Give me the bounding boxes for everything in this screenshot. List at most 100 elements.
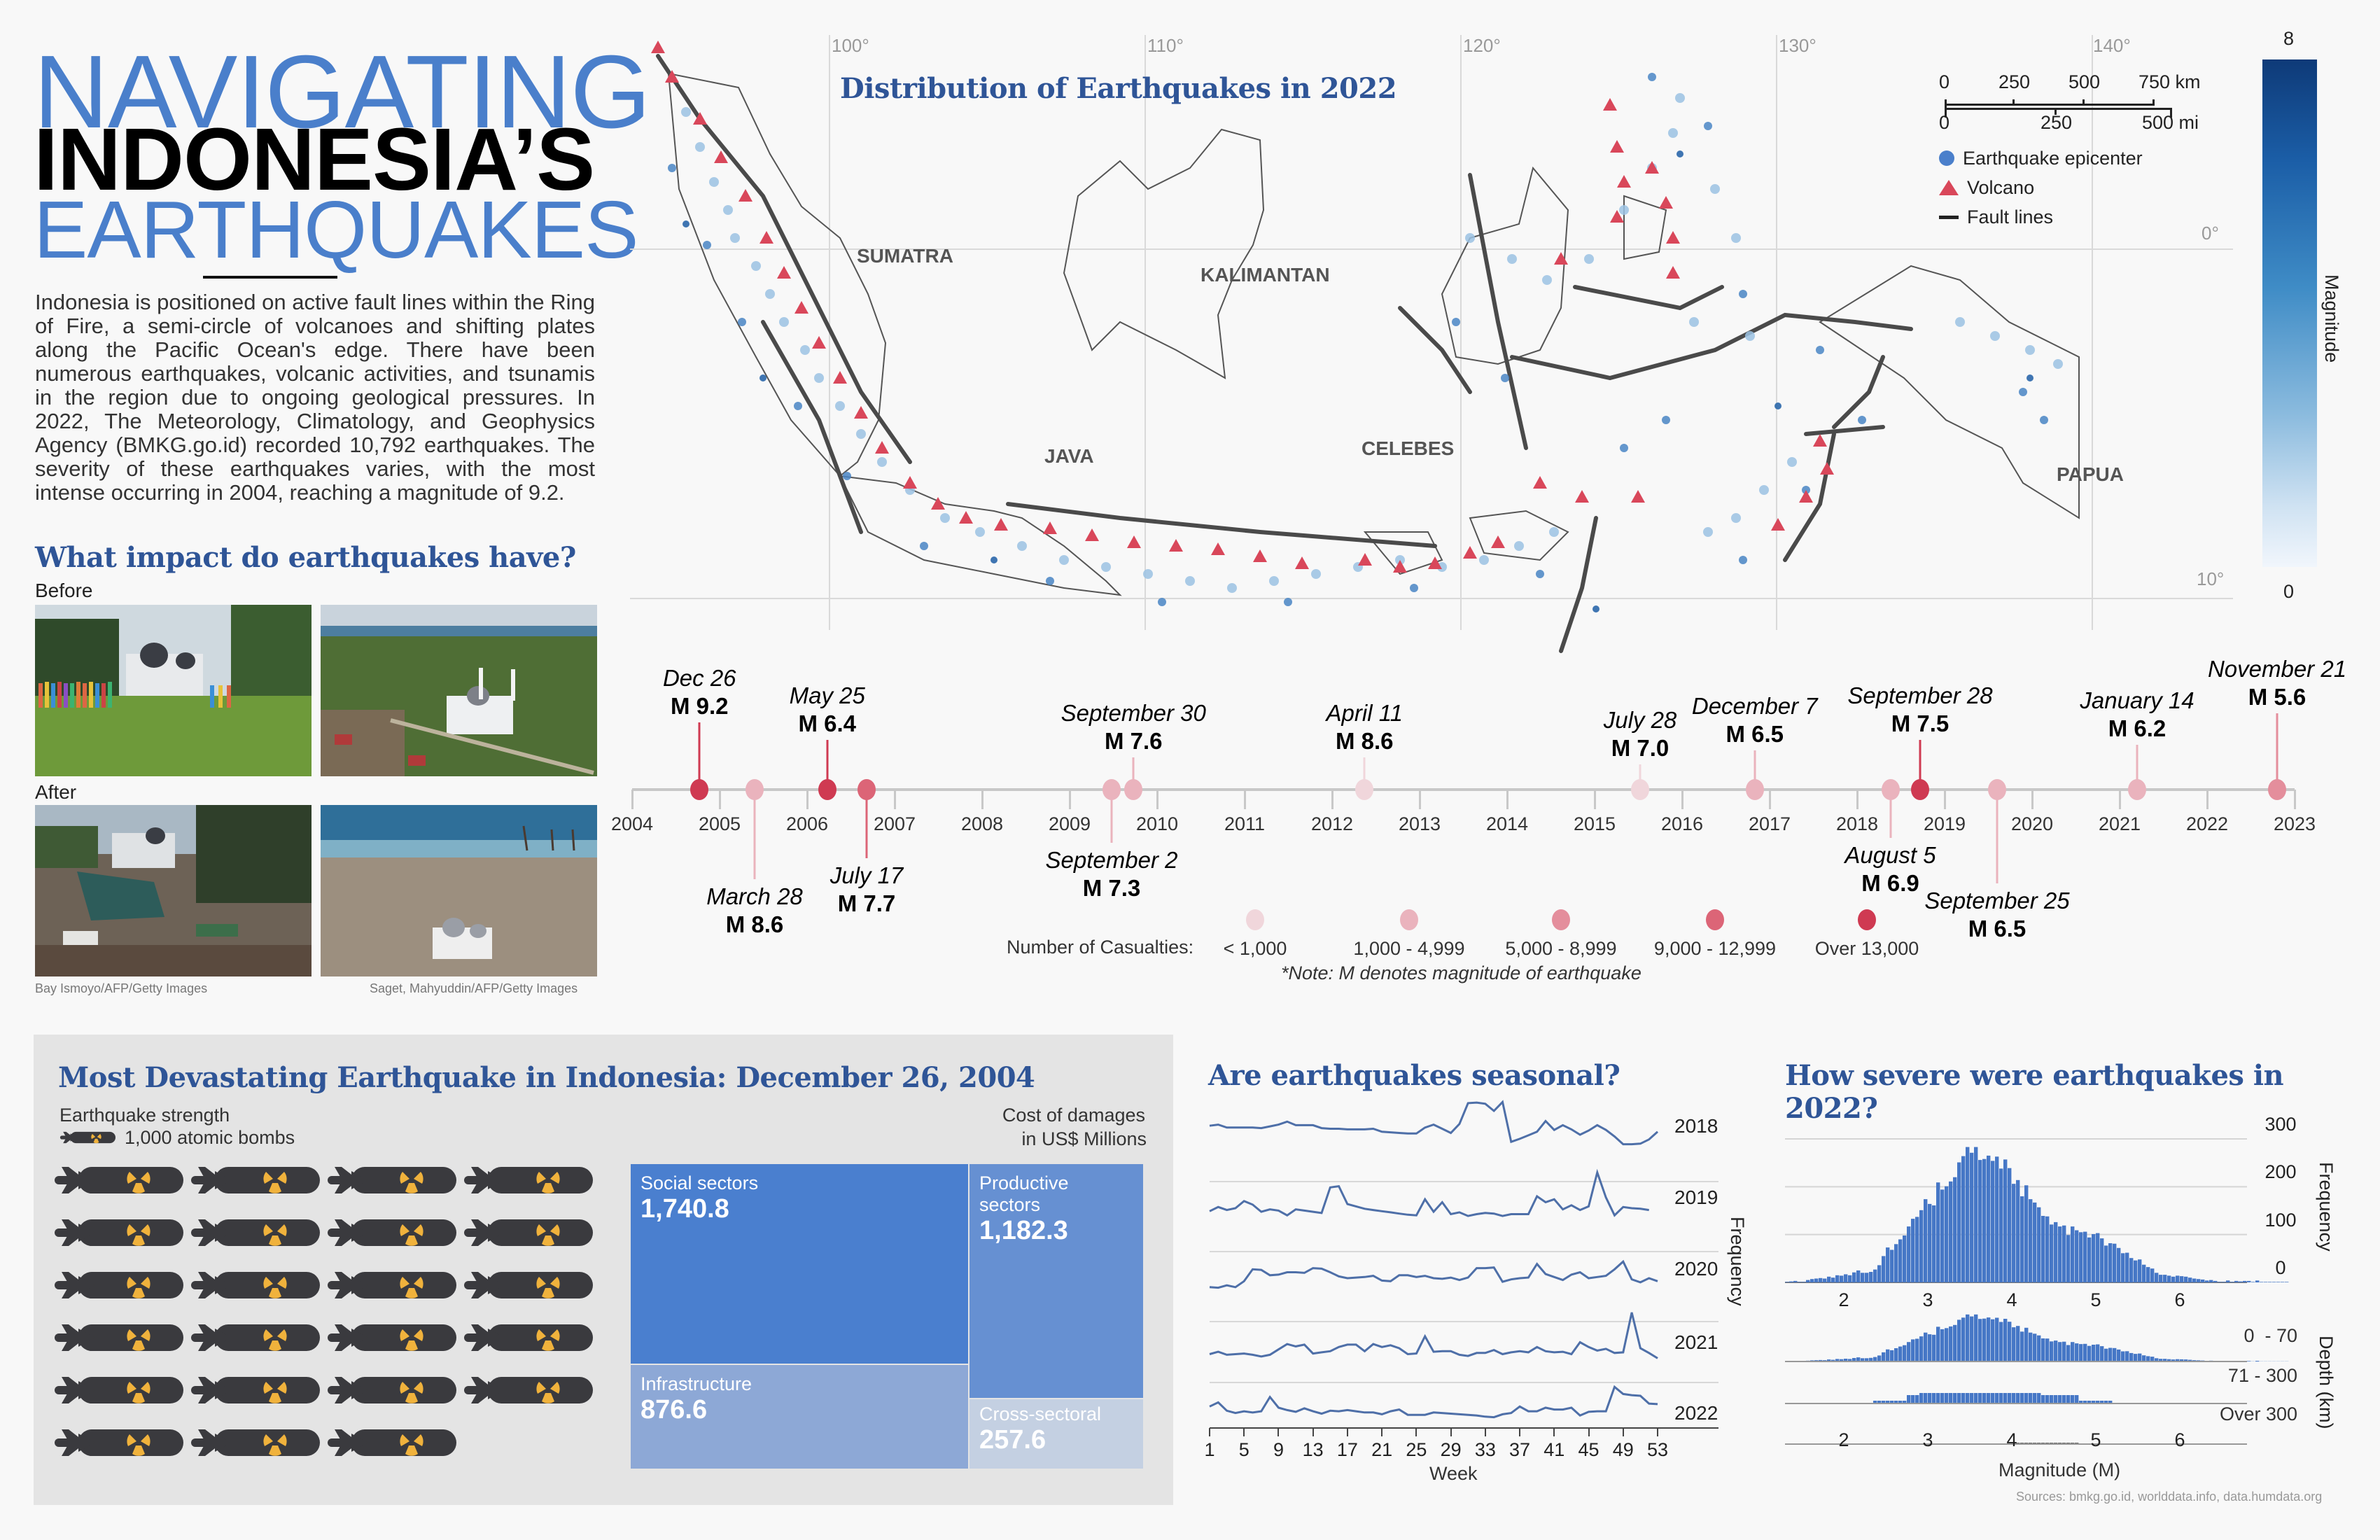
depth-shallow-bar [2054, 1340, 2058, 1362]
casualty-level-label: 1,000 - 4,999 [1353, 938, 1465, 959]
legend-fault: Fault lines [1939, 202, 2233, 232]
depth-intermediate-bar [2062, 1395, 2066, 1404]
event-dot[interactable] [1124, 779, 1143, 800]
histogram-bar [1949, 1181, 1953, 1282]
depth-shallow-bar [2138, 1353, 2142, 1362]
event-magnitude: M 7.3 [1082, 875, 1141, 901]
timeline-year-label: 2016 [1660, 813, 1704, 834]
event-dot[interactable] [1631, 779, 1649, 800]
histogram-bar [1890, 1250, 1894, 1282]
treemap-social-sectors[interactable]: Social sectors 1,740.8 [631, 1164, 968, 1364]
magnitude-tick-label: 3 [1922, 1289, 1933, 1310]
atomic-bomb-icon [53, 1217, 183, 1249]
histogram-bar [2113, 1243, 2117, 1283]
depth-intermediate-bar [1919, 1393, 1924, 1404]
depth-intermediate-bar [1961, 1393, 1966, 1404]
depth-shallow-bar [1924, 1332, 1928, 1362]
depth-intermediate-bar [2096, 1401, 2100, 1404]
treemap-value: 1,182.3 [979, 1216, 1068, 1245]
week-tick [1415, 1428, 1418, 1436]
event-magnitude: M 6.5 [1726, 721, 1784, 747]
event-dot[interactable] [1988, 779, 2006, 800]
depth-intermediate-bar [1886, 1401, 1890, 1404]
atomic-bomb-icon [53, 1269, 183, 1301]
event-stem [1754, 750, 1756, 790]
histogram-bar [1869, 1272, 1873, 1282]
histogram-bar [2012, 1184, 2016, 1282]
depth-shallow-bar [2071, 1342, 2075, 1362]
depth-shallow-bar [1890, 1350, 1894, 1362]
depth-shallow-bar [1886, 1349, 1890, 1362]
scale-mi-250: 250 [2040, 112, 2073, 133]
depth-shallow-bar [1856, 1357, 1861, 1362]
depth-intermediate-bar [2029, 1393, 2033, 1404]
histogram-bar [2024, 1185, 2029, 1282]
depth-shallow-bar [2176, 1359, 2180, 1362]
histogram-bar [1974, 1147, 1978, 1282]
strength-label: Earthquake strength [59, 1105, 230, 1126]
photo-image [321, 805, 597, 976]
event-dot[interactable] [690, 779, 709, 800]
atomic-bomb-icon [190, 1269, 320, 1301]
depth-shallow-bar [2184, 1359, 2188, 1362]
timeline-tick [719, 790, 721, 809]
histogram-bar [1924, 1199, 1928, 1282]
depth-shallow-bar [2142, 1355, 2146, 1362]
event-dot[interactable] [1745, 779, 1764, 800]
depth-shallow-bar [1957, 1320, 1961, 1362]
atomic-bomb-icon [326, 1217, 456, 1249]
timeline-tick [1069, 790, 1071, 809]
event-dot[interactable] [1355, 779, 1374, 800]
event-dot[interactable] [2128, 779, 2146, 800]
event-dot[interactable] [1881, 779, 1900, 800]
seasonal-line-2018 [1209, 1100, 1658, 1146]
event-dot[interactable] [858, 779, 876, 800]
event-dot[interactable] [746, 779, 764, 800]
histogram-bar [2155, 1273, 2159, 1282]
atomic-bomb-icon [326, 1269, 456, 1301]
event-stem [1919, 740, 1921, 790]
timeline-year-label: 2021 [2098, 813, 2141, 834]
event-dot[interactable] [818, 779, 836, 800]
event-dot[interactable] [1102, 779, 1121, 800]
treemap-cross-sectoral[interactable]: Cross-sectoral 257.6 [969, 1399, 1143, 1469]
depth-shallow-bar [1978, 1319, 1982, 1362]
treemap-productive-sectors[interactable]: Productive sectors 1,182.3 [969, 1164, 1143, 1398]
week-tick-label: 53 [1646, 1439, 1669, 1460]
histogram-bar [2138, 1259, 2142, 1282]
earthquake-map [630, 35, 2233, 653]
frequency-tick-label: 100 [2264, 1209, 2297, 1231]
seasonal-year-label: 2021 [1674, 1331, 1718, 1353]
treemap-infrastructure[interactable]: Infrastructure 876.6 [631, 1365, 968, 1469]
event-dot[interactable] [1911, 779, 1929, 800]
depth-shallow-bar [2100, 1346, 2104, 1362]
histogram-bar [2062, 1225, 2066, 1282]
lon-label-100: 100° [832, 35, 869, 56]
depth-shallow-bar [2171, 1359, 2176, 1362]
atomic-bomb-icon [53, 1427, 183, 1459]
devastating-earthquake-panel: Most Devastating Earthquake in Indonesia… [34, 1035, 1173, 1505]
depth-intermediate-bar [1911, 1395, 1915, 1404]
depth-shallow-bar [1995, 1317, 1999, 1362]
region-label-java: JAVA [1044, 445, 1094, 467]
colorbar-min: 0 [2283, 581, 2295, 602]
histogram-bar [1978, 1160, 1982, 1282]
depth-shallow-bar [2020, 1331, 2024, 1362]
depth-shallow-bar [1852, 1358, 1856, 1362]
casualty-level-label: < 1,000 [1223, 938, 1287, 959]
depth-shallow-bar [2087, 1345, 2092, 1362]
seasonal-line-2022 [1209, 1385, 1658, 1419]
histogram-bar [2134, 1260, 2138, 1282]
week-tick-label: 41 [1544, 1439, 1565, 1460]
week-tick-label: 1 [1204, 1439, 1215, 1460]
week-tick [1622, 1428, 1624, 1436]
event-dot[interactable] [2268, 779, 2286, 800]
histogram-bar [2058, 1226, 2062, 1283]
cost-label-1: Cost of damages [1002, 1105, 1145, 1126]
timeline-year-label: 2013 [1398, 813, 1441, 834]
histogram-bar [2003, 1159, 2008, 1282]
histogram-bar [2125, 1252, 2129, 1282]
title-divider [203, 276, 337, 279]
event-magnitude: M 6.5 [1968, 916, 2026, 941]
casualty-level-swatch [1706, 909, 1724, 930]
